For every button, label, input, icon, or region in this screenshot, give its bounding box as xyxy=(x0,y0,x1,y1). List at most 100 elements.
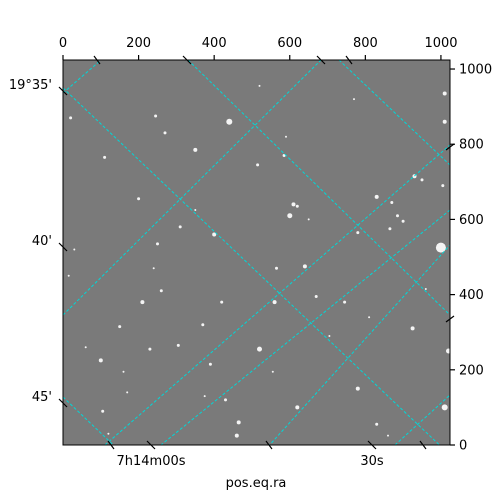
star-66 xyxy=(368,316,371,319)
star-44 xyxy=(390,201,394,204)
star-67 xyxy=(424,288,427,290)
bottom-tick-label-2: 400 xyxy=(202,36,227,51)
right-tick-label-1: 200 xyxy=(459,363,484,378)
coordinate-grid xyxy=(63,60,450,445)
star-43 xyxy=(159,289,163,293)
star-65 xyxy=(194,209,197,211)
star-10 xyxy=(295,204,299,208)
grid-line-7 xyxy=(394,394,450,445)
dec-tick-label-1: 40' xyxy=(32,234,52,249)
star-8 xyxy=(212,232,217,237)
grid-line-8 xyxy=(268,244,450,445)
star-40 xyxy=(355,386,360,391)
bottom-tick-label-1: 200 xyxy=(126,36,151,51)
star-59 xyxy=(353,98,355,101)
star-49 xyxy=(256,163,260,167)
star-23 xyxy=(302,264,307,269)
grid-line-5 xyxy=(338,60,450,166)
star-11 xyxy=(287,213,293,219)
world-tick-8 xyxy=(316,55,326,65)
star-41 xyxy=(375,422,379,426)
star-58 xyxy=(285,135,287,138)
star-25 xyxy=(272,300,277,305)
world-tick-7 xyxy=(182,55,192,65)
star-7 xyxy=(103,155,107,159)
world-tick-11 xyxy=(445,315,455,323)
star-4 xyxy=(154,114,158,118)
star-21 xyxy=(137,197,141,201)
star-39 xyxy=(208,362,212,366)
star-55 xyxy=(328,335,331,337)
star-45 xyxy=(314,295,318,298)
world-tick-10 xyxy=(445,143,455,151)
star-18 xyxy=(420,178,424,182)
star-53 xyxy=(107,432,110,435)
grid-line-3 xyxy=(63,396,115,445)
star-48 xyxy=(118,325,122,329)
star-32 xyxy=(176,343,180,347)
bottom-tick-label-3: 600 xyxy=(277,36,302,51)
star-31 xyxy=(98,358,103,363)
star-47 xyxy=(148,347,152,351)
star-30 xyxy=(257,346,262,352)
star-42 xyxy=(101,409,105,413)
world-tick-4 xyxy=(367,440,377,450)
bottom-tick-label-0: 0 xyxy=(59,36,67,51)
dec-tick-label-2: 45' xyxy=(32,390,52,405)
plot-frame xyxy=(62,59,451,446)
grid-line-0 xyxy=(63,60,102,94)
grid-line-4 xyxy=(187,60,450,316)
ra-tick-label-0: 7h14m00s xyxy=(116,454,185,469)
world-tick-6 xyxy=(93,55,101,65)
star-19 xyxy=(441,184,445,188)
ticks-layer xyxy=(58,55,455,450)
star-36 xyxy=(224,398,227,402)
star-46 xyxy=(343,300,347,304)
right-tick-label-5: 1000 xyxy=(459,63,492,78)
star-51 xyxy=(67,274,70,277)
star-54 xyxy=(178,225,182,229)
world-tick-2 xyxy=(58,398,68,408)
star-38 xyxy=(234,433,239,438)
world-tick-1 xyxy=(58,242,68,252)
star-14 xyxy=(388,227,392,231)
ra-tick-label-1: 30s xyxy=(360,454,384,469)
x-axis-label: pos.eq.ra xyxy=(226,476,287,491)
right-tick-label-3: 600 xyxy=(459,213,484,228)
star-24 xyxy=(275,266,278,270)
star-35 xyxy=(295,405,300,410)
dec-tick-label-0: 19°35' xyxy=(9,78,52,93)
star-26 xyxy=(140,300,145,305)
star-29 xyxy=(446,348,450,354)
star-62 xyxy=(258,84,261,87)
star-69 xyxy=(387,434,389,437)
star-37 xyxy=(236,420,241,425)
star-68 xyxy=(126,391,129,394)
grid-line-1 xyxy=(63,60,322,316)
star-56 xyxy=(203,395,206,398)
star-13 xyxy=(401,219,405,223)
star-61 xyxy=(307,218,310,221)
star-3 xyxy=(193,147,198,152)
right-tick-label-4: 800 xyxy=(459,138,484,153)
star-34 xyxy=(441,404,448,411)
star-63 xyxy=(73,248,76,251)
star-22 xyxy=(435,242,446,253)
bottom-tick-label-5: 1000 xyxy=(424,36,457,51)
star-57 xyxy=(122,370,125,373)
grid-line-2 xyxy=(63,87,441,445)
grid-line-6 xyxy=(104,144,450,445)
star-50 xyxy=(69,116,73,120)
star-5 xyxy=(163,131,167,135)
star-16 xyxy=(356,231,360,235)
stars-layer xyxy=(67,84,450,438)
star-1 xyxy=(442,91,447,96)
star-28 xyxy=(201,323,205,327)
world-tick-3 xyxy=(146,440,156,450)
right-tick-label-2: 400 xyxy=(459,288,484,303)
star-9 xyxy=(291,202,296,207)
world-tick-13 xyxy=(419,440,427,450)
star-2 xyxy=(442,119,447,124)
star-15 xyxy=(396,214,399,218)
star-12 xyxy=(374,194,379,199)
